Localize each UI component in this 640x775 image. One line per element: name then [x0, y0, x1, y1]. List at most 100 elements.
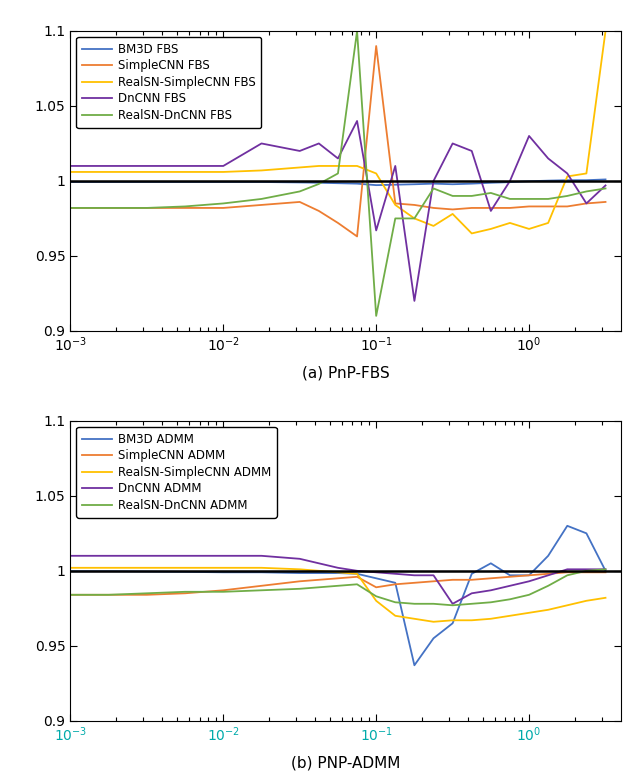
RealSN-SimpleCNN FBS	[582, 169, 590, 178]
SimpleCNN FBS	[334, 219, 342, 228]
DnCNN FBS	[181, 161, 189, 170]
RealSN-DnCNN ADMM	[506, 594, 514, 604]
SimpleCNN ADMM	[258, 581, 266, 591]
RealSN-DnCNN FBS	[105, 203, 113, 212]
RealSN-DnCNN FBS	[487, 188, 495, 198]
RealSN-DnCNN ADMM	[372, 591, 380, 601]
BM3D ADMM	[143, 567, 150, 576]
SimpleCNN FBS	[487, 203, 495, 212]
RealSN-DnCNN FBS	[429, 184, 437, 193]
RealSN-DnCNN FBS	[563, 191, 571, 201]
DnCNN FBS	[602, 181, 609, 190]
RealSN-DnCNN FBS	[525, 195, 533, 204]
X-axis label: (b) PNP-ADMM: (b) PNP-ADMM	[291, 756, 400, 770]
Legend: BM3D ADMM, SimpleCNN ADMM, RealSN-SimpleCNN ADMM, DnCNN ADMM, RealSN-DnCNN ADMM: BM3D ADMM, SimpleCNN ADMM, RealSN-Simple…	[76, 427, 276, 518]
SimpleCNN FBS	[429, 203, 437, 212]
DnCNN ADMM	[602, 565, 609, 574]
DnCNN ADMM	[525, 577, 533, 586]
RealSN-DnCNN FBS	[334, 169, 342, 178]
Line: BM3D ADMM: BM3D ADMM	[70, 525, 605, 665]
BM3D ADMM	[220, 567, 227, 577]
SimpleCNN ADMM	[429, 577, 437, 586]
SimpleCNN FBS	[372, 41, 380, 50]
RealSN-SimpleCNN FBS	[181, 167, 189, 177]
RealSN-DnCNN FBS	[143, 203, 150, 212]
DnCNN FBS	[315, 139, 323, 148]
RealSN-DnCNN ADMM	[545, 581, 552, 591]
DnCNN ADMM	[181, 551, 189, 560]
SimpleCNN FBS	[181, 203, 189, 212]
RealSN-DnCNN ADMM	[296, 584, 303, 594]
RealSN-SimpleCNN ADMM	[563, 601, 571, 610]
DnCNN ADMM	[545, 570, 552, 580]
RealSN-DnCNN ADMM	[602, 565, 609, 574]
RealSN-DnCNN FBS	[353, 26, 361, 36]
BM3D FBS	[67, 177, 74, 187]
DnCNN ADMM	[468, 589, 476, 598]
BM3D ADMM	[334, 568, 342, 577]
RealSN-SimpleCNN FBS	[315, 161, 323, 170]
BM3D ADMM	[602, 567, 609, 576]
BM3D ADMM	[105, 567, 113, 576]
DnCNN FBS	[563, 169, 571, 178]
DnCNN FBS	[468, 146, 476, 156]
SimpleCNN FBS	[411, 200, 419, 209]
RealSN-SimpleCNN FBS	[411, 214, 419, 223]
SimpleCNN ADMM	[143, 590, 150, 599]
SimpleCNN ADMM	[449, 575, 456, 584]
DnCNN FBS	[392, 161, 399, 170]
BM3D FBS	[525, 177, 533, 186]
BM3D ADMM	[181, 567, 189, 577]
X-axis label: (a) PnP-FBS: (a) PnP-FBS	[301, 366, 390, 381]
RealSN-DnCNN ADMM	[67, 590, 74, 599]
DnCNN ADMM	[258, 551, 266, 560]
RealSN-SimpleCNN ADMM	[487, 614, 495, 623]
BM3D ADMM	[372, 574, 380, 583]
DnCNN FBS	[143, 161, 150, 170]
RealSN-SimpleCNN FBS	[545, 219, 552, 228]
RealSN-SimpleCNN ADMM	[143, 563, 150, 573]
RealSN-DnCNN ADMM	[563, 570, 571, 580]
RealSN-DnCNN FBS	[296, 187, 303, 196]
BM3D ADMM	[353, 569, 361, 578]
RealSN-DnCNN FBS	[545, 195, 552, 204]
DnCNN FBS	[582, 199, 590, 208]
RealSN-SimpleCNN ADMM	[353, 569, 361, 578]
RealSN-DnCNN FBS	[468, 191, 476, 201]
RealSN-DnCNN ADMM	[143, 589, 150, 598]
DnCNN ADMM	[105, 551, 113, 560]
SimpleCNN ADMM	[105, 590, 113, 599]
RealSN-DnCNN ADMM	[258, 586, 266, 595]
RealSN-DnCNN ADMM	[220, 587, 227, 597]
DnCNN ADMM	[315, 559, 323, 568]
DnCNN FBS	[67, 161, 74, 170]
SimpleCNN FBS	[392, 199, 399, 208]
Line: SimpleCNN FBS: SimpleCNN FBS	[70, 46, 605, 236]
RealSN-DnCNN ADMM	[334, 581, 342, 591]
BM3D FBS	[372, 181, 380, 190]
RealSN-DnCNN ADMM	[487, 598, 495, 607]
BM3D FBS	[105, 177, 113, 187]
SimpleCNN ADMM	[563, 567, 571, 577]
RealSN-DnCNN ADMM	[582, 567, 590, 576]
RealSN-SimpleCNN ADMM	[468, 615, 476, 625]
BM3D ADMM	[449, 618, 456, 628]
DnCNN ADMM	[67, 551, 74, 560]
RealSN-SimpleCNN ADMM	[334, 567, 342, 577]
SimpleCNN ADMM	[506, 572, 514, 581]
BM3D FBS	[429, 179, 437, 188]
DnCNN ADMM	[582, 565, 590, 574]
RealSN-SimpleCNN ADMM	[429, 617, 437, 626]
DnCNN FBS	[105, 161, 113, 170]
BM3D ADMM	[563, 521, 571, 530]
SimpleCNN FBS	[143, 203, 150, 212]
DnCNN FBS	[220, 161, 227, 170]
SimpleCNN ADMM	[181, 589, 189, 598]
BM3D ADMM	[545, 551, 552, 560]
RealSN-SimpleCNN ADMM	[392, 611, 399, 621]
DnCNN ADMM	[296, 554, 303, 563]
DnCNN FBS	[334, 153, 342, 163]
DnCNN FBS	[258, 139, 266, 148]
SimpleCNN ADMM	[487, 574, 495, 583]
SimpleCNN ADMM	[545, 569, 552, 578]
